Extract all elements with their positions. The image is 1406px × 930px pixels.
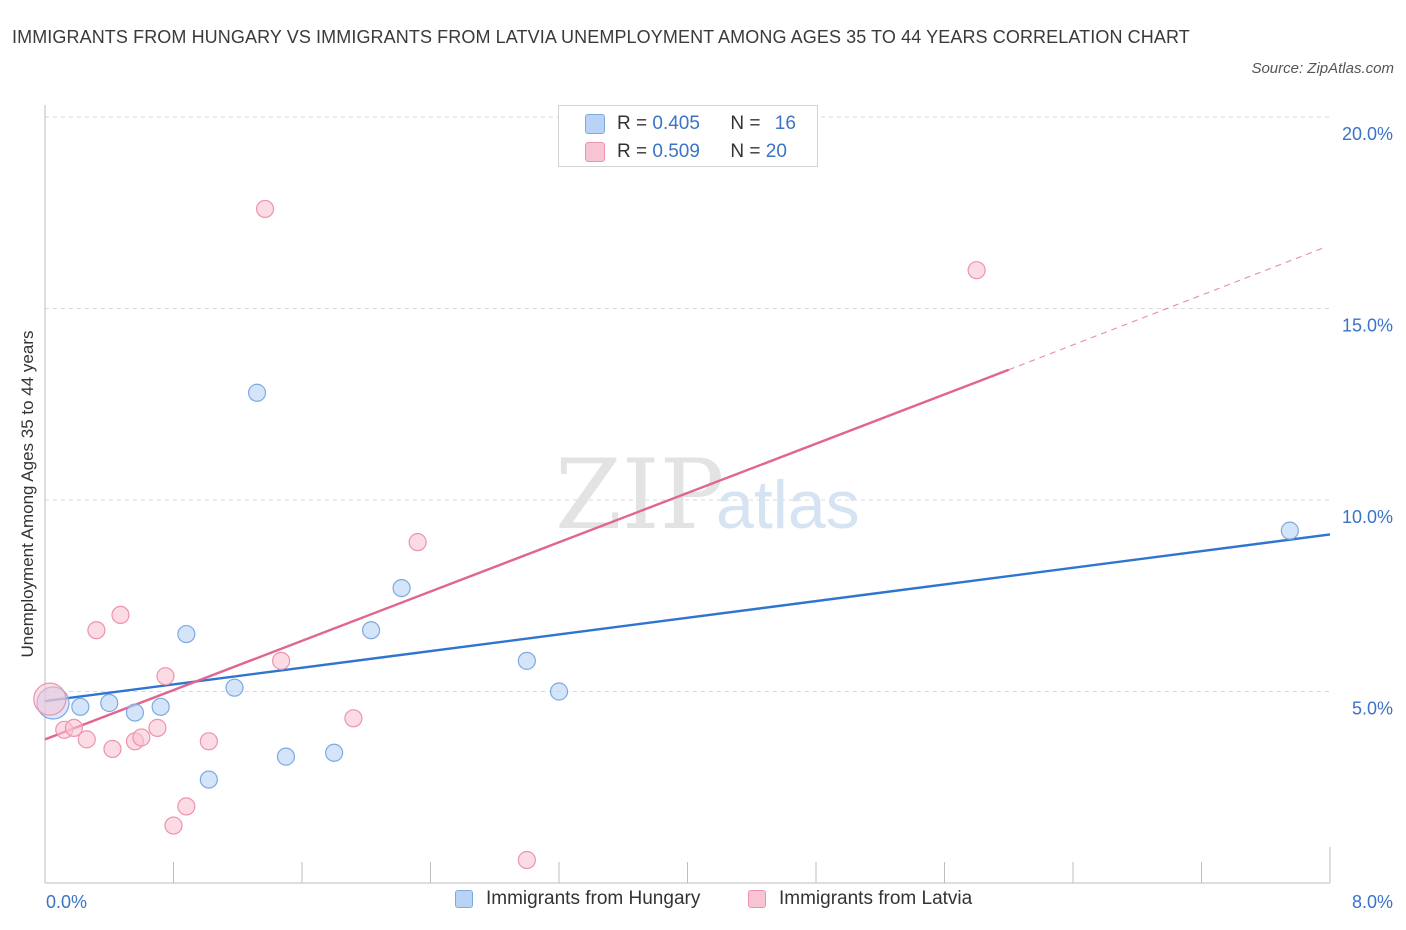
point-hungary (225, 678, 244, 697)
point-latvia (87, 621, 106, 640)
axes (44, 105, 1331, 884)
point-hungary (177, 624, 196, 644)
point-hungary (247, 383, 267, 402)
point-hungary (276, 747, 296, 766)
legend-n-value: 20 (765, 141, 787, 162)
point-latvia (148, 718, 167, 737)
legend-swatch-hungary (455, 890, 473, 908)
y-tick-label: 20.0% (1342, 124, 1393, 144)
legend-swatch-latvia (585, 142, 605, 162)
x-tick-label: 8.0% (1352, 892, 1393, 912)
legend-row-hungary: R = 0.405 N = 16 (585, 113, 796, 135)
y-tick-label: 5.0% (1352, 699, 1393, 719)
legend-item-hungary: Immigrants from Hungary (455, 888, 700, 910)
point-hungary (100, 693, 119, 713)
legend-swatch-hungary (585, 114, 605, 134)
y-tick-label: 15.0% (1342, 316, 1393, 336)
point-hungary (199, 770, 218, 789)
legend-row-latvia: R = 0.509 N = 20 (585, 141, 787, 163)
legend-top: R = 0.405 N = 16 R = 0.509 N = 20 (558, 105, 818, 167)
point-latvia (64, 718, 84, 737)
point-hungary (392, 578, 411, 598)
legend-n-label: N = (730, 141, 766, 162)
point-hungary (125, 703, 145, 722)
legend-bottom: Immigrants from Hungary Immigrants from … (0, 888, 1406, 918)
y-tick-label: 10.0% (1342, 507, 1393, 527)
trend-line-latvia-extension (1008, 246, 1326, 371)
x-tick-label: 0.0% (46, 892, 87, 912)
trend-line-latvia (44, 368, 1010, 741)
watermark-atlas: atlas (716, 467, 860, 543)
point-latvia (344, 709, 363, 728)
point-latvia (103, 739, 122, 759)
point-latvia (255, 199, 275, 219)
chart-title: IMMIGRANTS FROM HUNGARY VS IMMIGRANTS FR… (12, 27, 1190, 47)
point-latvia (111, 605, 130, 625)
trend-line-hungary (44, 533, 1331, 703)
data-points (33, 199, 1299, 870)
point-latvia (33, 682, 67, 716)
point-latvia (132, 728, 151, 747)
legend-item-latvia: Immigrants from Latvia (748, 888, 972, 910)
point-latvia (199, 732, 218, 751)
point-latvia (517, 850, 536, 870)
point-latvia (272, 651, 291, 670)
point-hungary (325, 743, 344, 762)
legend-r-value: 0.509 (652, 141, 700, 162)
gridlines (45, 116, 1330, 692)
point-hungary (361, 621, 381, 640)
point-hungary (151, 697, 170, 716)
legend-r-label: R = (617, 141, 653, 162)
legend-r-label: R = (617, 113, 653, 134)
point-hungary (517, 651, 536, 670)
watermark: ZIP atlas (555, 439, 860, 551)
point-latvia (164, 816, 183, 835)
legend-label-latvia: Immigrants from Latvia (779, 888, 973, 909)
legend-n-value: 16 (774, 113, 796, 134)
tick-labels: 5.0% 10.0% 15.0% 20.0% 0.0% 8.0% (46, 124, 1393, 912)
point-hungary (549, 682, 569, 701)
legend-swatch-latvia (748, 890, 766, 908)
source-label: Source: ZipAtlas.com (1251, 60, 1394, 77)
point-hungary (71, 697, 90, 716)
trend-lines (44, 246, 1331, 741)
point-latvia (177, 797, 196, 816)
point-latvia (408, 533, 427, 552)
point-latvia (967, 261, 986, 280)
point-latvia (77, 730, 96, 749)
legend-n-label: N = (730, 113, 766, 134)
point-latvia (156, 667, 175, 686)
legend-r-value: 0.405 (652, 113, 700, 134)
legend-label-hungary: Immigrants from Hungary (486, 888, 701, 909)
point-hungary (1280, 521, 1299, 540)
